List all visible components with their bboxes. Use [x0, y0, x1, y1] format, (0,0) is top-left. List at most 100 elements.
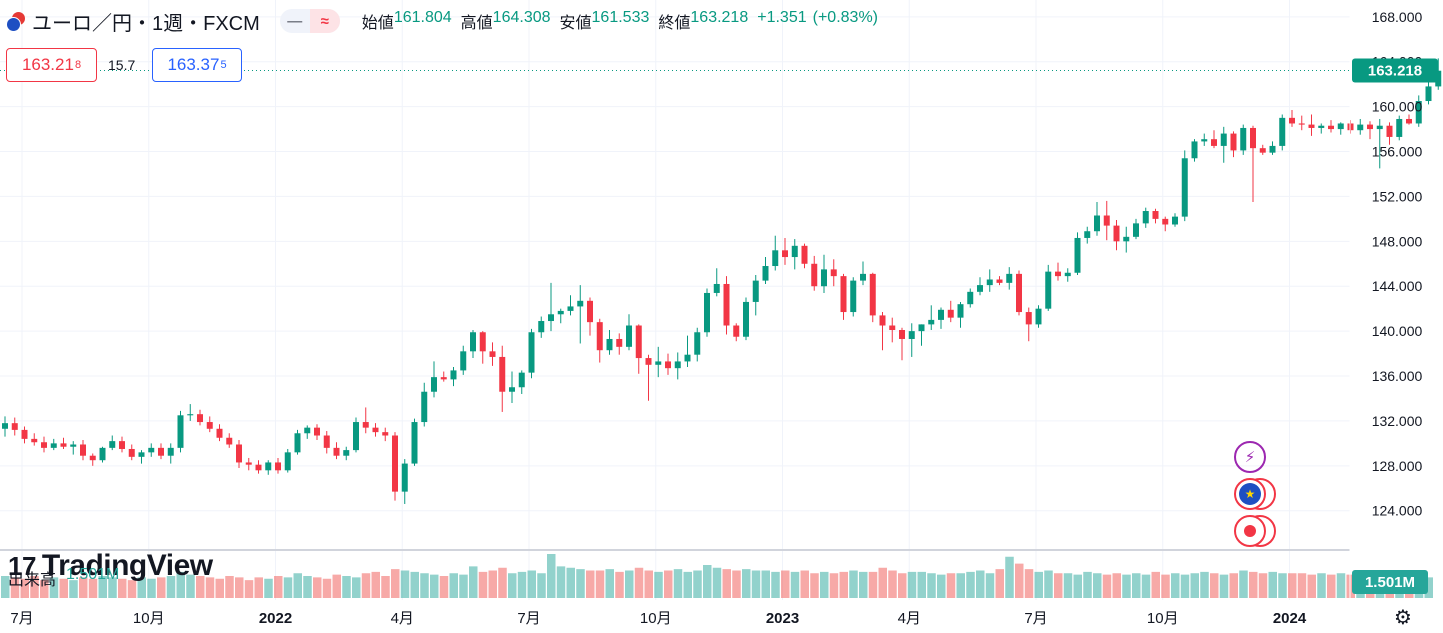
sell-price: 163.21	[21, 55, 74, 74]
price-tick-label: 128.000	[1372, 458, 1423, 474]
candle	[889, 317, 896, 343]
minimize-icon[interactable]: —	[287, 12, 303, 30]
volume-bar	[293, 573, 302, 598]
chart-mode-toggle[interactable]: — ≈	[279, 9, 340, 33]
volume-bar	[839, 571, 848, 598]
settings-icon[interactable]: ⚙	[1394, 607, 1412, 629]
candle	[694, 327, 701, 362]
candle	[353, 417, 359, 453]
candle	[1055, 262, 1061, 281]
volume-bar	[469, 566, 478, 598]
candle	[918, 324, 925, 346]
volume-bar	[966, 571, 975, 598]
volume-bar	[430, 574, 439, 598]
volume-bar	[1034, 571, 1043, 598]
volume-bar	[1024, 569, 1034, 598]
candle	[382, 427, 389, 442]
volume-bar	[566, 567, 575, 598]
volume-bar	[547, 554, 556, 598]
sell-button[interactable]: 163.21 8	[6, 48, 97, 82]
candle	[177, 410, 184, 453]
time-tick-label: 2022	[259, 610, 292, 627]
volume-bar	[1180, 574, 1190, 598]
buy-price: 163.37	[167, 55, 220, 74]
volume-bar	[1005, 556, 1014, 598]
candle	[1259, 144, 1266, 155]
candle	[635, 324, 642, 374]
price-tick-label: 140.000	[1372, 323, 1423, 339]
volume-bar	[186, 574, 195, 598]
time-tick-label: 10月	[1147, 610, 1179, 627]
volume-bar	[361, 573, 371, 598]
candle	[928, 305, 935, 330]
volume-bar	[1054, 573, 1063, 598]
candle	[957, 301, 964, 328]
candle	[860, 261, 866, 286]
close-value: 163.218	[690, 9, 749, 26]
candle	[450, 367, 457, 387]
candle	[128, 444, 135, 461]
volume-bar	[449, 573, 458, 598]
change-value: +1.351	[757, 9, 807, 26]
candle	[538, 316, 545, 338]
volume-bar	[69, 580, 78, 598]
volume-bar	[810, 573, 819, 598]
volume-bar	[322, 578, 332, 598]
candle	[704, 288, 710, 337]
candle	[333, 442, 340, 460]
volume-bar	[1297, 573, 1307, 598]
approx-icon[interactable]: ≈	[309, 9, 340, 33]
volume-bar	[391, 569, 400, 598]
volume-bar	[937, 574, 946, 598]
volume-bar	[118, 578, 127, 598]
candle	[80, 440, 86, 461]
candle	[1220, 126, 1227, 163]
candle	[801, 243, 808, 269]
candle	[606, 330, 613, 355]
volume-bar	[1200, 571, 1209, 598]
volume-bar	[20, 578, 29, 598]
volume-bar	[176, 571, 185, 598]
candle	[1152, 208, 1159, 224]
eurjpy-flag-icon	[6, 11, 26, 32]
candle	[557, 308, 564, 324]
volume-bar	[1, 576, 10, 598]
symbol-title[interactable]: ユーロ／円・1週・FXCM	[32, 12, 260, 35]
chart-legend: ユーロ／円・1週・FXCM — ≈ 始値 161.804 高値 164.308 …	[6, 7, 884, 35]
candle	[899, 327, 905, 361]
buy-button[interactable]: 163.37 5	[152, 48, 242, 82]
volume-bar	[352, 577, 361, 598]
record-icon[interactable]	[1234, 515, 1266, 547]
high-value: 164.308	[492, 9, 551, 26]
lightning-icon[interactable]: ⚡	[1234, 441, 1266, 473]
euro-flag-icon[interactable]: ★	[1234, 478, 1266, 510]
time-tick-label: 10月	[640, 610, 672, 627]
tradingview-logo[interactable]: 17 TradingView	[8, 549, 213, 583]
volume-bar	[1044, 570, 1053, 598]
volume-bar	[703, 565, 712, 598]
last-price-value: 163.218	[1368, 63, 1422, 80]
volume-bar	[761, 570, 770, 598]
candle	[1308, 114, 1315, 136]
volume-value: 1.501M	[66, 566, 120, 583]
candle	[1172, 213, 1178, 227]
candle	[314, 424, 320, 440]
candle	[1133, 218, 1139, 240]
volume-bar	[215, 578, 224, 598]
candle	[518, 370, 525, 394]
volume-bar	[1327, 574, 1336, 598]
volume-bar	[1249, 571, 1258, 598]
volume-bar	[1151, 571, 1160, 598]
candle	[1269, 141, 1276, 155]
time-tick-label: 4月	[391, 610, 414, 627]
volume-bar	[615, 571, 624, 598]
volume-bar	[205, 577, 215, 598]
candle	[850, 277, 857, 317]
candle	[986, 269, 993, 292]
volume-bar	[439, 576, 449, 598]
candle	[1025, 307, 1032, 342]
volume-bar	[1093, 573, 1102, 598]
volume-bar	[849, 570, 858, 598]
candle	[1113, 220, 1120, 251]
